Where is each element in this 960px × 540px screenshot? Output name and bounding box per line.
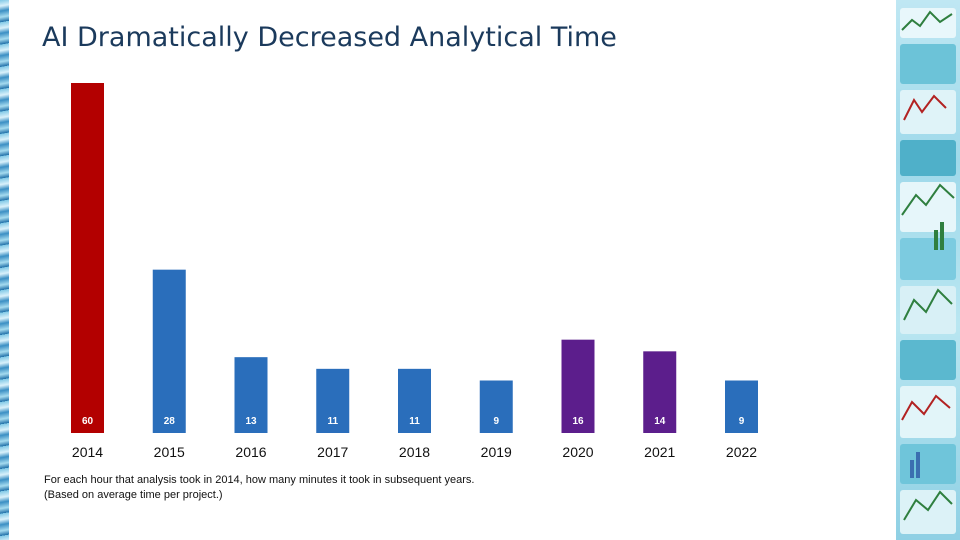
- x-tick-label-2020: 2020: [562, 444, 593, 460]
- bar-2014: [71, 83, 104, 433]
- chart-footnote-source: (Based on average time per project.): [44, 489, 223, 501]
- chart-collage-illustration-icon: [896, 0, 960, 540]
- data-label-2022: 9: [739, 416, 745, 427]
- x-tick-label-2015: 2015: [154, 444, 185, 460]
- x-tick-label-2016: 2016: [235, 444, 266, 460]
- bar-2019: [479, 380, 513, 433]
- bar-chart: 60 2014 28 2015 13 2016 11 2017 11 2018 9 2019 16 202…: [71, 83, 758, 460]
- bar-2018: [398, 368, 431, 433]
- data-label-2014: 60: [82, 416, 94, 427]
- data-label-2015: 28: [164, 416, 176, 427]
- data-label-2020: 16: [572, 416, 584, 427]
- bar-2016: [234, 357, 268, 433]
- data-label-2019: 9: [493, 416, 499, 427]
- data-label-2016: 13: [245, 416, 257, 427]
- bar-2021: [643, 351, 677, 433]
- x-tick-label-2014: 2014: [72, 444, 103, 460]
- data-label-2021: 14: [654, 416, 666, 427]
- bar-2017: [316, 368, 350, 433]
- bar-2015: [152, 269, 186, 433]
- x-tick-label-2021: 2021: [644, 444, 675, 460]
- x-tick-label-2018: 2018: [399, 444, 430, 460]
- x-tick-label-2017: 2017: [317, 444, 348, 460]
- left-decorative-strip: [0, 0, 9, 540]
- data-label-2018: 11: [409, 416, 420, 427]
- data-label-2017: 11: [327, 416, 338, 427]
- x-tick-label-2019: 2019: [481, 444, 512, 460]
- chart-footnote: For each hour that analysis took in 2014…: [44, 474, 475, 486]
- bar-2020: [561, 339, 595, 433]
- bar-2022: [725, 380, 758, 433]
- slide-title: AI Dramatically Decreased Analytical Tim…: [42, 22, 617, 53]
- x-tick-label-2022: 2022: [726, 444, 757, 460]
